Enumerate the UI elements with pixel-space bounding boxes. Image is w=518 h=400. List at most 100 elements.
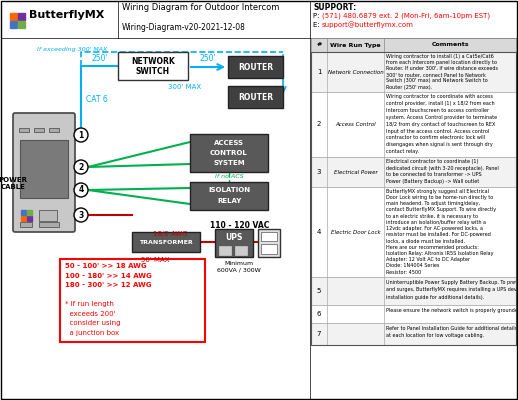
Bar (60, 259, 205, 342)
Text: Router. If under 300', if wire distance exceeds: Router. If under 300', if wire distance … (386, 66, 498, 71)
Bar (228, 56, 283, 78)
Text: 110 - 120 VAC: 110 - 120 VAC (210, 220, 270, 230)
Text: 180 - 300' >> 12 AWG: 180 - 300' >> 12 AWG (65, 282, 151, 288)
FancyBboxPatch shape (13, 113, 75, 232)
Text: 2: 2 (78, 162, 83, 172)
Text: 50 - 100' >> 18 AWG: 50 - 100' >> 18 AWG (65, 263, 147, 269)
Text: Electrical contractor to coordinate (1): Electrical contractor to coordinate (1) (386, 159, 479, 164)
Text: If exceeding 300' MAX: If exceeding 300' MAX (37, 47, 107, 52)
Text: 250': 250' (91, 54, 108, 63)
Text: Router (250' max).: Router (250' max). (386, 84, 432, 90)
Text: Wiring contractor to install (1) a Cat5e/Cat6: Wiring contractor to install (1) a Cat5e… (386, 54, 494, 59)
Text: ButterflyMX strongly suggest all Electrical: ButterflyMX strongly suggest all Electri… (386, 189, 489, 194)
Bar (311, 38, 516, 52)
Text: contractor to confirm electronic lock will: contractor to confirm electronic lock wi… (386, 135, 485, 140)
Text: 600VA / 300W: 600VA / 300W (217, 268, 261, 273)
Text: Access Control: Access Control (335, 122, 376, 127)
Bar (190, 134, 268, 172)
Text: main headend. To adjust timing/delay,: main headend. To adjust timing/delay, (386, 201, 480, 206)
Text: Here are our recommended products:: Here are our recommended products: (386, 245, 479, 250)
Text: 3: 3 (78, 210, 83, 220)
Bar (215, 229, 253, 257)
Text: #: # (316, 42, 322, 48)
Text: SWITCH: SWITCH (136, 66, 170, 76)
Text: Adapter: 12 Volt AC to DC Adapter: Adapter: 12 Volt AC to DC Adapter (386, 257, 470, 262)
Text: disengages when signal is sent through dry: disengages when signal is sent through d… (386, 142, 493, 147)
Text: Please ensure the network switch is properly grounded.: Please ensure the network switch is prop… (386, 308, 518, 313)
Text: from each Intercom panel location directly to: from each Intercom panel location direct… (386, 60, 497, 65)
Text: ACCESS: ACCESS (214, 140, 244, 146)
Text: installation guide for additional details).: installation guide for additional detail… (386, 295, 484, 300)
Text: 3: 3 (316, 169, 321, 175)
Text: CABLE: CABLE (1, 184, 25, 190)
Text: E:: E: (313, 22, 322, 28)
Text: 300' MAX: 300' MAX (168, 84, 202, 90)
Bar (219, 246, 231, 255)
Bar (258, 229, 280, 257)
Circle shape (74, 128, 88, 142)
Text: If no ACS: If no ACS (214, 174, 243, 179)
Text: to be connected to transformer -> UPS: to be connected to transformer -> UPS (386, 172, 482, 178)
Text: 7: 7 (316, 331, 321, 337)
Text: P:: P: (313, 13, 322, 19)
Text: 1: 1 (78, 130, 83, 140)
Bar (20, 222, 32, 227)
Bar (132, 232, 200, 252)
Text: 18/2 from dry contact of touchscreen to REX: 18/2 from dry contact of touchscreen to … (386, 122, 495, 127)
Circle shape (74, 183, 88, 197)
Circle shape (74, 160, 88, 174)
Text: locks, a diode must be installed.: locks, a diode must be installed. (386, 238, 465, 244)
Text: Minimum: Minimum (224, 261, 254, 266)
Text: 6: 6 (316, 311, 321, 317)
Text: 18/2 AWG: 18/2 AWG (153, 231, 188, 237)
Bar (20, 140, 68, 198)
Bar (34, 128, 44, 132)
Text: Diode: 1N4004 Series: Diode: 1N4004 Series (386, 263, 439, 268)
Bar (311, 277, 516, 305)
Text: ButterflyMX: ButterflyMX (29, 10, 104, 20)
Bar (39, 210, 57, 221)
Text: (571) 480.6879 ext. 2 (Mon-Fri, 6am-10pm EST): (571) 480.6879 ext. 2 (Mon-Fri, 6am-10pm… (322, 13, 490, 19)
Text: Wiring Diagram for Outdoor Intercom: Wiring Diagram for Outdoor Intercom (122, 4, 279, 12)
Text: dedicated circuit (with 3-20 receptacle). Panel: dedicated circuit (with 3-20 receptacle)… (386, 166, 499, 171)
Text: 100 - 180' >> 14 AWG: 100 - 180' >> 14 AWG (65, 272, 152, 278)
Bar (228, 86, 283, 108)
Text: CONTROL: CONTROL (210, 150, 248, 156)
Text: Refer to Panel Installation Guide for additional details. Leave 6' service loop: Refer to Panel Installation Guide for ad… (386, 326, 518, 331)
Text: Wire Run Type: Wire Run Type (330, 42, 381, 48)
Text: Switch (300' max) and Network Switch to: Switch (300' max) and Network Switch to (386, 78, 488, 84)
Text: Electric Door Lock: Electric Door Lock (330, 230, 380, 234)
Text: UPS: UPS (225, 232, 243, 242)
Bar (261, 244, 277, 254)
Text: 5: 5 (317, 288, 321, 294)
Bar (311, 187, 516, 277)
Bar (235, 246, 247, 255)
Text: introduce an isolation/buffer relay with a: introduce an isolation/buffer relay with… (386, 220, 486, 225)
Text: Power (Battery Backup) -> Wall outlet: Power (Battery Backup) -> Wall outlet (386, 179, 479, 184)
Text: Wiring-Diagram-v20-2021-12-08: Wiring-Diagram-v20-2021-12-08 (122, 24, 246, 32)
Text: system. Access Control provider to terminate: system. Access Control provider to termi… (386, 115, 497, 120)
Bar (10, 21, 17, 28)
Bar (21, 216, 26, 221)
Text: POWER: POWER (0, 177, 27, 183)
Text: Door Lock wiring to be home-run directly to: Door Lock wiring to be home-run directly… (386, 195, 493, 200)
Text: ROUTER: ROUTER (238, 62, 273, 72)
Text: 1: 1 (316, 69, 321, 75)
Text: Wiring contractor to coordinate with access: Wiring contractor to coordinate with acc… (386, 94, 493, 99)
Text: 250': 250' (199, 54, 217, 63)
Text: contact relay.: contact relay. (386, 149, 419, 154)
Text: contact ButterflyMX Support. To wire directly: contact ButterflyMX Support. To wire dir… (386, 208, 496, 212)
Bar (311, 157, 516, 187)
Bar (311, 52, 516, 345)
Bar (18, 21, 25, 28)
Text: ROUTER: ROUTER (238, 92, 273, 102)
Bar (18, 13, 25, 20)
Bar (1, 1, 517, 38)
Text: Isolation Relay: Altronix IR5S Isolation Relay: Isolation Relay: Altronix IR5S Isolation… (386, 251, 494, 256)
Text: 12vdc adapter. For AC-powered locks, a: 12vdc adapter. For AC-powered locks, a (386, 226, 483, 231)
Bar (19, 128, 29, 132)
Text: Comments: Comments (431, 42, 469, 48)
Bar (118, 52, 188, 80)
Bar (311, 305, 516, 323)
Bar (311, 323, 516, 345)
